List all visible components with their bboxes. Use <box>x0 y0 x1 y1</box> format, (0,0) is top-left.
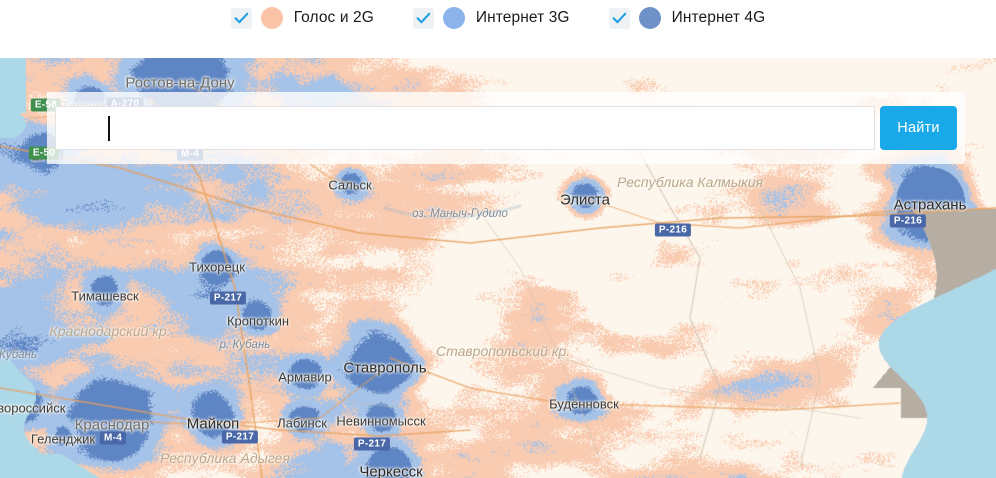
checkmark-icon <box>234 12 248 23</box>
legend-label: Интернет 3G <box>475 9 570 26</box>
legend-items: Голос и 2G Интернет 3G Интернет 4G <box>230 7 766 29</box>
text-caret <box>108 116 110 141</box>
legend-label: Голос и 2G <box>293 9 374 26</box>
search-button[interactable]: Найти <box>880 106 957 150</box>
legend-item-1[interactable]: Голос и 2G <box>230 7 374 29</box>
circle-swatch <box>260 7 283 29</box>
circle-swatch <box>442 7 465 29</box>
search-panel: Найти <box>47 92 965 164</box>
search-input[interactable] <box>55 106 875 150</box>
legend-item-2[interactable]: Интернет 3G <box>412 7 570 29</box>
legend-checkbox[interactable] <box>608 7 630 29</box>
legend-bar: Голос и 2G Интернет 3G Интернет 4G <box>0 0 996 58</box>
legend-checkbox[interactable] <box>230 7 252 29</box>
checkmark-icon <box>612 12 626 23</box>
circle-swatch <box>638 7 661 29</box>
checkmark-icon <box>416 12 431 23</box>
legend-label: Интернет 4G <box>671 9 766 26</box>
legend-item-3[interactable]: Интернет 4G <box>608 7 766 29</box>
legend-checkbox[interactable] <box>412 7 434 29</box>
